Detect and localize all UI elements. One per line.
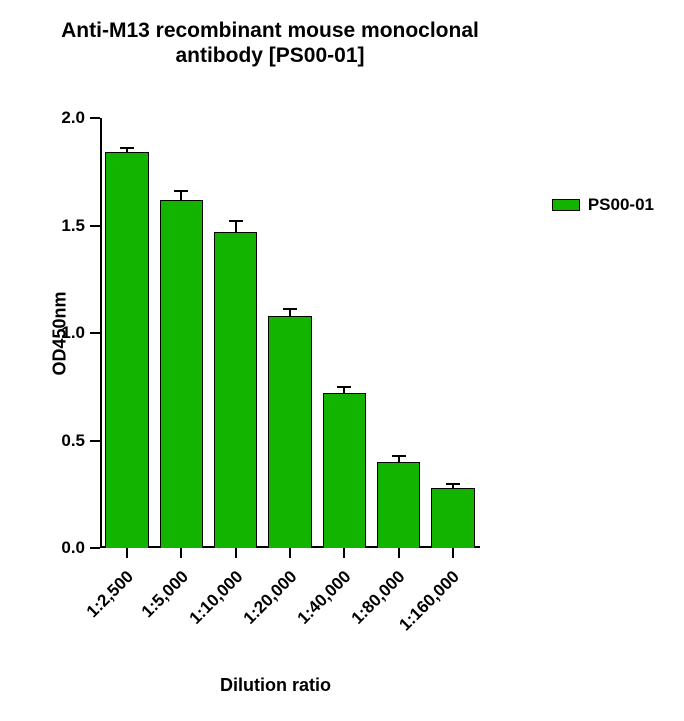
legend-label: PS00-01 bbox=[588, 195, 654, 215]
x-tick bbox=[235, 548, 237, 558]
y-tick bbox=[90, 547, 100, 549]
legend-swatch bbox=[552, 199, 580, 211]
error-bar-cap bbox=[392, 455, 406, 457]
error-bar bbox=[180, 191, 182, 200]
x-tick-label: 1:2,500 bbox=[83, 567, 138, 622]
error-bar bbox=[235, 221, 237, 232]
y-tick bbox=[90, 332, 100, 334]
x-tick bbox=[398, 548, 400, 558]
y-tick-label: 0.0 bbox=[35, 538, 85, 558]
y-tick-label: 0.5 bbox=[35, 431, 85, 451]
error-bar-cap bbox=[337, 386, 351, 388]
x-tick-label: 1:40,000 bbox=[294, 567, 356, 629]
y-tick bbox=[90, 440, 100, 442]
y-tick bbox=[90, 225, 100, 227]
bar bbox=[268, 316, 311, 548]
y-tick-label: 1.5 bbox=[35, 216, 85, 236]
x-axis-label: Dilution ratio bbox=[220, 675, 331, 696]
x-tick bbox=[452, 548, 454, 558]
plot-area: 0.00.51.01.52.01:2,5001:5,0001:10,0001:2… bbox=[100, 118, 480, 548]
error-bar-cap bbox=[446, 483, 460, 485]
bars-layer bbox=[100, 118, 480, 548]
chart-title-line2: antibody [PS00-01] bbox=[0, 43, 540, 68]
bar bbox=[105, 152, 148, 548]
legend: PS00-01 bbox=[552, 195, 654, 215]
x-tick-label: 1:10,000 bbox=[185, 567, 247, 629]
error-bar-cap bbox=[283, 308, 297, 310]
error-bar-cap bbox=[120, 147, 134, 149]
x-tick bbox=[289, 548, 291, 558]
bar bbox=[323, 393, 366, 548]
bar bbox=[431, 488, 474, 548]
bar bbox=[160, 200, 203, 548]
chart-title: Anti-M13 recombinant mouse monoclonal an… bbox=[0, 18, 540, 68]
x-tick bbox=[126, 548, 128, 558]
y-tick bbox=[90, 117, 100, 119]
x-tick-label: 1:20,000 bbox=[239, 567, 301, 629]
bar bbox=[214, 232, 257, 548]
y-tick-label: 2.0 bbox=[35, 108, 85, 128]
chart-title-line1: Anti-M13 recombinant mouse monoclonal bbox=[0, 18, 540, 43]
chart-container: Anti-M13 recombinant mouse monoclonal an… bbox=[0, 0, 684, 721]
x-tick bbox=[343, 548, 345, 558]
error-bar-cap bbox=[229, 220, 243, 222]
x-tick bbox=[180, 548, 182, 558]
bar bbox=[377, 462, 420, 548]
y-axis-label: OD450nm bbox=[50, 291, 71, 375]
x-tick-label: 1:5,000 bbox=[138, 567, 193, 622]
error-bar-cap bbox=[174, 190, 188, 192]
